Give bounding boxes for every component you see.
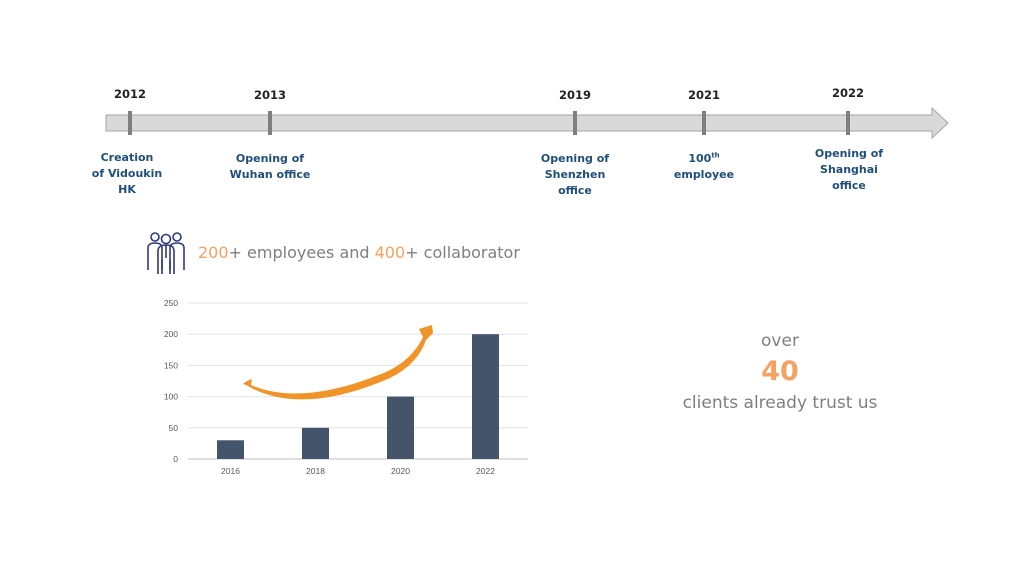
timeline-year-2019: 2019 [558,88,592,102]
people-group-icon [147,232,185,274]
y-tick-label: 250 [164,298,178,308]
chart-y-labels: 0 50 100 150 200 250 [164,298,178,464]
chart-grid [188,302,528,460]
event-line: 100th [674,151,734,167]
x-tick-label: 2018 [306,466,325,476]
x-tick-label: 2020 [391,466,410,476]
clients-block: over 40 clients already trust us [680,330,880,414]
collaborator-text: + collaborator [405,243,520,262]
event-line: Opening of [814,147,884,160]
clients-count: 40 [761,356,799,387]
timeline-event-creation: Creation of Vidoukin HK [92,150,162,198]
clients-over-text: over [761,331,799,351]
collaborator-count: 400 [374,243,406,262]
event-line: Opening of [235,152,305,165]
event-number: 100 [688,152,712,165]
event-ordinal: th [711,151,720,160]
clients-trust-text: clients already trust us [682,393,878,413]
event-line: office [558,184,592,197]
event-line: Wuhan office [229,168,311,181]
event-line: of Vidoukin [91,167,163,180]
timeline-year-2022: 2022 [831,86,865,100]
bar-2022 [472,334,499,459]
event-line: HK [118,183,136,196]
timeline-tick-2013 [268,111,272,135]
event-line: Opening of [540,152,610,165]
timeline-tick-2021 [702,111,706,135]
timeline-event-wuhan: Opening of Wuhan office [230,151,311,183]
chart-bars [217,334,499,459]
timeline-year-2012: 2012 [113,87,147,101]
chart-x-labels: 2016 2018 2020 2022 [221,466,495,476]
growth-arrow-icon [243,325,433,400]
timeline-event-shenzhen: Opening of Shenzhen office [541,151,609,199]
headline-employees: 200+ employees and 400+ collaborator [198,243,520,262]
timeline-year-2013: 2013 [253,88,287,102]
timeline-event-100th-employee: 100th employee [674,151,734,183]
timeline-tick-2019 [573,111,577,135]
y-tick-label: 100 [164,392,178,402]
timeline-year-2021: 2021 [687,88,721,102]
bar-2020 [387,396,414,459]
employees-text: + employees and [228,243,375,262]
event-line: employee [673,168,735,181]
event-line: Shenzhen [544,168,606,181]
y-tick-label: 150 [164,360,178,370]
event-line: Creation [100,151,154,164]
y-tick-label: 200 [164,329,178,339]
event-line: Shanghai [820,163,878,176]
event-line: office [832,179,866,192]
timeline-tick-2022 [846,111,850,135]
y-tick-label: 50 [169,423,179,433]
x-tick-label: 2022 [476,466,495,476]
employees-count: 200 [198,243,229,262]
bar-2018 [302,427,329,459]
employee-bar-chart: 2016 2018 2020 2022 0 50 100 150 200 250 [164,298,528,476]
timeline-arrow-shape [105,106,949,140]
y-tick-label: 0 [173,454,178,464]
timeline-arrow [105,106,949,140]
x-tick-label: 2016 [221,466,240,476]
timeline-tick-2012 [128,111,132,135]
timeline-event-shanghai: Opening of Shanghai office [815,146,883,194]
bar-2016 [217,440,244,459]
